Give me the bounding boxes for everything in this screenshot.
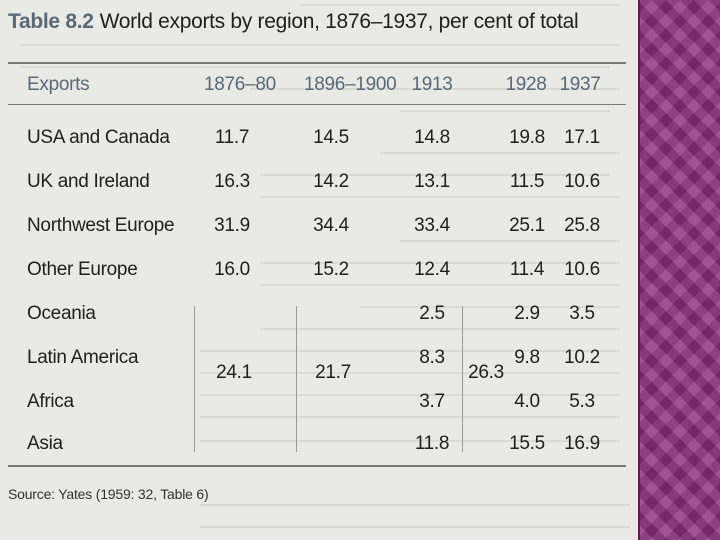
cell-value: 10.6: [564, 171, 600, 192]
cell-value: 19.8: [509, 127, 545, 148]
cell-value: 34.4: [313, 215, 349, 236]
cell-value: 16.9: [564, 433, 600, 454]
combined-value-1896: 21.7: [315, 362, 351, 383]
cell-value: 14.2: [313, 171, 349, 192]
cell-value: 10.2: [564, 347, 600, 368]
scanned-table-page: Table 8.2 World exports by region, 1876–1…: [0, 0, 640, 540]
cell-value: 3.7: [419, 391, 445, 412]
row-label: Latin America: [27, 347, 139, 368]
table-source: Source: Yates (1959: 32, Table 6): [8, 486, 209, 502]
column-header-exports: Exports: [27, 74, 90, 95]
column-header-1928: 1928: [505, 74, 547, 95]
cell-value: 25.1: [509, 215, 545, 236]
cell-value: 13.1: [414, 171, 450, 192]
cell-value: 10.6: [564, 259, 600, 280]
row-label: Oceania: [27, 303, 96, 324]
row-label: Asia: [27, 433, 63, 454]
bracket-line-1913: [462, 306, 463, 452]
cell-value: 16.3: [214, 171, 250, 192]
cell-value: 16.0: [214, 259, 250, 280]
column-header-1896: 1896–1900: [304, 74, 397, 95]
slide-decorative-panel: [640, 0, 720, 540]
cell-value: 9.8: [514, 347, 540, 368]
cell-value: 2.9: [514, 303, 540, 324]
cell-value: 33.4: [414, 215, 450, 236]
row-label: Northwest Europe: [27, 215, 175, 236]
row-label: Africa: [27, 391, 74, 412]
cell-value: 5.3: [569, 391, 595, 412]
cell-value: 17.1: [564, 127, 600, 148]
cell-value: 25.8: [564, 215, 600, 236]
row-label: UK and Ireland: [27, 171, 150, 192]
cell-value: 2.5: [419, 303, 445, 324]
bracket-line-1896: [296, 306, 297, 452]
row-label: USA and Canada: [27, 127, 170, 148]
bracket-line-1876: [194, 306, 195, 452]
cell-value: 15.2: [313, 259, 349, 280]
row-label: Other Europe: [27, 259, 138, 280]
cell-value: 11.8: [414, 433, 450, 454]
combined-value-1876: 24.1: [216, 362, 252, 383]
combined-value-1913: 26.3: [468, 362, 504, 383]
cell-value: 12.4: [414, 259, 450, 280]
top-rule: [8, 62, 626, 64]
cell-value: 3.5: [569, 303, 595, 324]
table-title: Table 8.2 World exports by region, 1876–1…: [8, 10, 579, 34]
table-number: Table 8.2: [8, 10, 94, 33]
cell-value: 4.0: [514, 391, 540, 412]
cell-value: 15.5: [509, 433, 545, 454]
cell-value: 14.5: [313, 127, 349, 148]
cell-value: 8.3: [419, 347, 445, 368]
column-header-1913: 1913: [411, 74, 453, 95]
header-rule: [8, 104, 626, 105]
table-caption: World exports by region, 1876–1937, per …: [99, 10, 579, 33]
cell-value: 31.9: [214, 215, 250, 236]
cell-value: 14.8: [414, 127, 450, 148]
bottom-rule: [8, 465, 626, 467]
column-header-1937: 1937: [559, 74, 601, 95]
column-header-1876: 1876–80: [204, 74, 276, 95]
slide-border: [638, 0, 640, 540]
cell-value: 11.7: [214, 127, 250, 148]
cell-value: 11.5: [509, 171, 545, 192]
cell-value: 11.4: [509, 259, 545, 280]
